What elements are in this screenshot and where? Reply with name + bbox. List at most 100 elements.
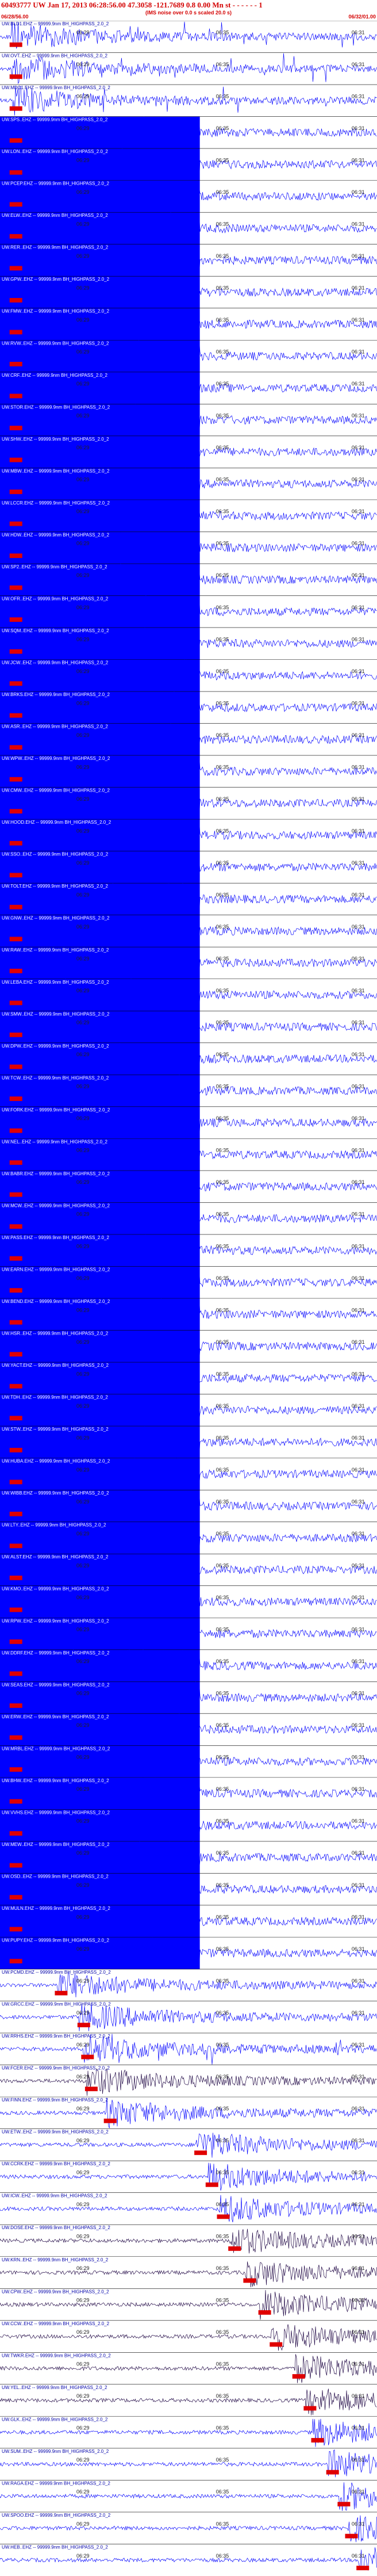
trace-row: 06:29 06:35 06:31 UW.ASR..EHZ -- 99999.9nm … bbox=[0, 723, 377, 756]
time-tick-label: 06:35 bbox=[216, 2138, 229, 2143]
waveform bbox=[0, 1138, 377, 1172]
trace-row: 06:29 06:35 06:31 UW.HEB..EHZ -- 99999.9nm … bbox=[0, 2544, 377, 2571]
time-tick-label: 06:31 bbox=[352, 62, 365, 67]
station-label: UW.RAW..EHZ -- 99999.9nm BH_HIGHPASS_2.0… bbox=[2, 947, 109, 953]
time-tick-label: 06:29 bbox=[76, 477, 90, 483]
time-tick-label: 06:29 bbox=[76, 1691, 90, 1696]
station-label: UW.JCW..EHZ -- 99999.9nm BH_HIGHPASS_2.0… bbox=[2, 660, 109, 666]
time-tick-label: 06:29 bbox=[76, 1818, 90, 1824]
station-label: UW.OFR..EHZ -- 99999.9nm BH_HIGHPASS_2.0… bbox=[2, 596, 109, 601]
station-label: UW.PASS.EHZ -- 99999.9nm BH_HIGHPASS_2.0… bbox=[2, 1235, 109, 1240]
time-tick-label: 06:31 bbox=[352, 2170, 365, 2176]
pick-marker bbox=[326, 2470, 339, 2475]
waveform bbox=[0, 1362, 377, 1394]
time-tick-label: 06:29 bbox=[76, 93, 90, 99]
time-tick-label: 06:29 bbox=[76, 924, 90, 930]
time-tick-label: 06:31 bbox=[352, 381, 365, 387]
pick-marker bbox=[9, 1543, 22, 1549]
station-label: UW.BRKS.EHZ -- 99999.9nm BH_HIGHPASS_2.0… bbox=[2, 692, 110, 697]
station-label: UW.STW..EHZ -- 99999.9nm BH_HIGHPASS_2.0… bbox=[2, 1427, 109, 1432]
saturated-block bbox=[0, 819, 200, 851]
pick-marker bbox=[9, 585, 22, 590]
pick-marker bbox=[9, 1383, 22, 1389]
waveform bbox=[0, 500, 377, 532]
time-tick-label: 06:31 bbox=[352, 1084, 365, 1090]
trace-row: 06:29 06:35 06:31 UW.WPW..EHZ -- 99999.9nm … bbox=[0, 755, 377, 788]
time-tick-label: 06:35 bbox=[216, 1914, 229, 1920]
time-tick-label: 06:35 bbox=[216, 988, 229, 993]
waveform bbox=[0, 2482, 377, 2511]
waveform bbox=[0, 2324, 377, 2351]
trace-row: 06:29 06:35 06:31 UW.DDRF.EHZ -- 99999.9nm … bbox=[0, 1649, 377, 1682]
pick-marker bbox=[9, 298, 22, 303]
trace-row: 06:29 06:35 06:31 UW.RVW..EHZ -- 99999.9nm … bbox=[0, 339, 377, 373]
pick-marker bbox=[9, 362, 22, 366]
station-label: UW.HEB..EHZ -- 99999.9nm BH_HIGHPASS_2.0… bbox=[2, 2545, 108, 2550]
time-tick-label: 06:35 bbox=[216, 253, 229, 259]
time-tick-label: 06:35 bbox=[216, 764, 229, 770]
time-tick-label: 06:29 bbox=[76, 2265, 90, 2271]
time-tick-label: 06:31 bbox=[352, 572, 365, 578]
trace-row: 06:29 06:35 06:31 UW.MULN.EHZ -- 99999.9nm … bbox=[0, 1905, 377, 1938]
station-label: UW.SQM..EHZ -- 99999.9nm BH_HIGHPASS_2.0… bbox=[2, 628, 109, 633]
time-tick-label: 06:29 bbox=[76, 1722, 90, 1728]
station-label: UW.RVW..EHZ -- 99999.9nm BH_HIGHPASS_2.0… bbox=[2, 341, 109, 346]
trace-row: 06:29 06:35 06:31 UW.SP2..EHZ -- 99999.9nm … bbox=[0, 563, 377, 596]
trace-row: 06:29 06:35 06:31 UW.VVHS.EHZ -- 99999.9nm … bbox=[0, 1809, 377, 1841]
time-tick-label: 06:35 bbox=[216, 2170, 229, 2176]
time-tick-label: 06:31 bbox=[352, 2234, 365, 2239]
time-tick-label: 06:35 bbox=[216, 1755, 229, 1760]
end-time: 06/32/01.00 bbox=[348, 14, 376, 20]
time-tick-label: 06:29 bbox=[76, 605, 90, 610]
trace-row: 06:29 06:35 06:31 UW.RRHS.EHZ -- 99999.9nm … bbox=[0, 2032, 377, 2065]
waveform bbox=[0, 851, 377, 884]
waveform bbox=[0, 1937, 377, 1970]
pick-marker bbox=[345, 2533, 358, 2539]
waveform bbox=[0, 116, 377, 149]
waveform bbox=[0, 2132, 377, 2158]
time-tick-label: 06:35 bbox=[216, 668, 229, 674]
time-tick-label: 06:29 bbox=[76, 2361, 90, 2367]
trace-row: 06:29 06:35 06:31 UW.CPW..EHZ -- 99999.9nm … bbox=[0, 2288, 377, 2320]
time-tick-label: 06:29 bbox=[76, 2457, 90, 2463]
pick-marker bbox=[9, 873, 22, 878]
waveform bbox=[0, 2290, 377, 2320]
time-tick-label: 06:35 bbox=[216, 1052, 229, 1057]
time-tick-label: 06:29 bbox=[76, 988, 90, 993]
time-tick-label: 06:29 bbox=[76, 1499, 90, 1505]
station-label: UW.BHW..EHZ -- 99999.9nm BH_HIGHPASS_2.0… bbox=[2, 1778, 109, 1783]
waveform bbox=[0, 53, 377, 84]
time-tick-label: 06:35 bbox=[216, 2265, 229, 2271]
waveform bbox=[0, 1458, 377, 1490]
event-title: 60493777 UW Jan 17, 2013 06:28:56.00 47.… bbox=[1, 1, 263, 9]
time-tick-label: 06:29 bbox=[76, 29, 90, 35]
pick-marker bbox=[9, 1096, 22, 1101]
station-label: UW.MDC1.EHZ -- 99999.9nm BH_HIGHPASS_2.0… bbox=[2, 85, 110, 90]
waveform bbox=[0, 532, 377, 564]
time-tick-label: 06:31 bbox=[352, 2298, 365, 2303]
waveform bbox=[0, 1649, 377, 1682]
time-tick-label: 06:31 bbox=[352, 1499, 365, 1505]
time-tick-label: 06:31 bbox=[352, 668, 365, 674]
time-tick-label: 06:29 bbox=[76, 349, 90, 355]
time-tick-label: 06:31 bbox=[352, 157, 365, 163]
trace-row: 06:29 06:35 06:31 UW.KRN..EHZ -- 99999.9nm … bbox=[0, 2256, 377, 2288]
time-tick-label: 06:35 bbox=[216, 636, 229, 642]
time-tick-label: 06:29 bbox=[76, 2521, 90, 2527]
trace-row: 06:29 06:35 06:31 UW.YEL..EHZ -- 99999.9nm … bbox=[0, 2384, 377, 2416]
pick-marker bbox=[9, 1320, 22, 1325]
pick-marker bbox=[194, 2150, 207, 2155]
trace-row: 06:29 06:35 06:31 UW.BEND.EHZ -- 99999.9nm … bbox=[0, 1298, 377, 1331]
time-tick-label: 06:29 bbox=[76, 1563, 90, 1569]
station-label: UW.CMW..EHZ -- 99999.9nm BH_HIGHPASS_2.0… bbox=[2, 788, 110, 793]
station-label: UW.RER..EHZ -- 99999.9nm BH_HIGHPASS_2.0… bbox=[2, 245, 109, 250]
time-tick-label: 06:29 bbox=[76, 2105, 90, 2111]
time-tick-label: 06:35 bbox=[216, 1882, 229, 1888]
waveform bbox=[0, 691, 377, 724]
time-tick-label: 06:29 bbox=[76, 1339, 90, 1345]
time-tick-label: 06:29 bbox=[76, 2074, 90, 2080]
pick-marker bbox=[9, 1480, 22, 1485]
trace-row: 06:29 06:35 06:31 UW.EARN.EHZ -- 99999.9nm … bbox=[0, 1266, 377, 1299]
time-tick-label: 06:31 bbox=[352, 2329, 365, 2335]
waveform bbox=[0, 1106, 377, 1139]
